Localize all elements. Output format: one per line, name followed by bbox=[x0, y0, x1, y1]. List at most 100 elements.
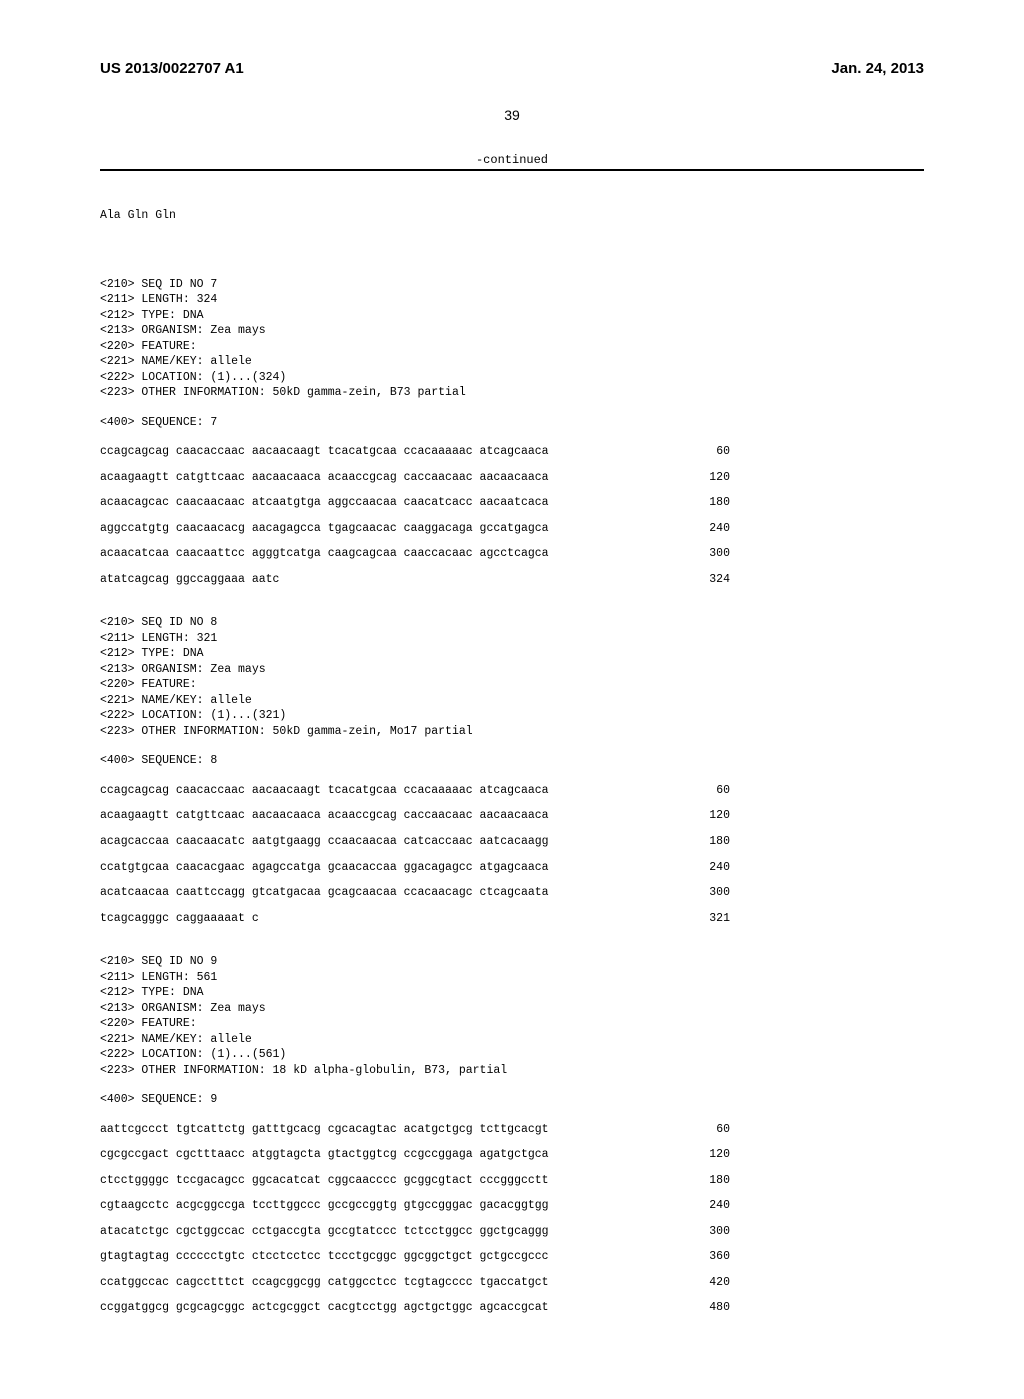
meta-line: <223> OTHER INFORMATION: 50kD gamma-zein… bbox=[100, 724, 924, 740]
sequence-row: atatcagcag ggccaggaaa aatc 324 bbox=[100, 572, 730, 588]
row-spacer bbox=[100, 1188, 924, 1198]
meta-line: <213> ORGANISM: Zea mays bbox=[100, 662, 924, 678]
row-spacer bbox=[100, 875, 924, 885]
sequence-row: ccatgtgcaa caacacgaac agagccatga gcaacac… bbox=[100, 860, 730, 876]
sequence-text: aattcgccct tgtcattctg gatttgcacg cgcacag… bbox=[100, 1122, 549, 1138]
meta-line: <221> NAME/KEY: allele bbox=[100, 1032, 924, 1048]
top-divider bbox=[100, 169, 924, 171]
row-spacer bbox=[100, 1290, 924, 1300]
meta-line: <223> OTHER INFORMATION: 18 kD alpha-glo… bbox=[100, 1063, 924, 1079]
sequence-text: acaagaagtt catgttcaac aacaacaaca acaaccg… bbox=[100, 808, 549, 824]
sequence-metadata: <210> SEQ ID NO 8<211> LENGTH: 321<212> … bbox=[100, 615, 924, 739]
sequence-block: <210> SEQ ID NO 9<211> LENGTH: 561<212> … bbox=[100, 954, 924, 1326]
position-number: 240 bbox=[690, 1198, 730, 1214]
publication-number: US 2013/0022707 A1 bbox=[100, 60, 244, 77]
sequence-row: cgtaagcctc acgcggccga tccttggccc gccgccg… bbox=[100, 1198, 730, 1214]
page-number: 39 bbox=[100, 107, 924, 123]
position-number: 180 bbox=[690, 834, 730, 850]
sequence-text: ccagcagcag caacaccaac aacaacaagt tcacatg… bbox=[100, 783, 549, 799]
sequence-row: atacatctgc cgctggccac cctgaccgta gccgtat… bbox=[100, 1224, 730, 1240]
sequence-metadata: <210> SEQ ID NO 7<211> LENGTH: 324<212> … bbox=[100, 277, 924, 401]
sequence-text: ccggatggcg gcgcagcggc actcgcggct cacgtcc… bbox=[100, 1300, 549, 1316]
sequence-text: cgtaagcctc acgcggccga tccttggccc gccgccg… bbox=[100, 1198, 549, 1214]
sequence-text: ccagcagcag caacaccaac aacaacaagt tcacatg… bbox=[100, 444, 549, 460]
meta-line: <221> NAME/KEY: allele bbox=[100, 354, 924, 370]
position-number: 480 bbox=[690, 1300, 730, 1316]
position-number: 60 bbox=[690, 444, 730, 460]
sequence-row: acaagaagtt catgttcaac aacaacaaca acaaccg… bbox=[100, 808, 730, 824]
row-spacer bbox=[100, 1137, 924, 1147]
sequence-text: acatcaacaa caattccagg gtcatgacaa gcagcaa… bbox=[100, 885, 549, 901]
position-number: 120 bbox=[690, 470, 730, 486]
meta-line: <210> SEQ ID NO 8 bbox=[100, 615, 924, 631]
row-spacer bbox=[100, 1163, 924, 1173]
sequence-row: acatcaacaa caattccagg gtcatgacaa gcagcaa… bbox=[100, 885, 730, 901]
sequence-row: acaacagcac caacaacaac atcaatgtga aggccaa… bbox=[100, 495, 730, 511]
row-spacer bbox=[100, 901, 924, 911]
position-number: 300 bbox=[690, 885, 730, 901]
sequence-row: acaacatcaa caacaattcc agggtcatga caagcag… bbox=[100, 546, 730, 562]
sequence-text: atacatctgc cgctggccac cctgaccgta gccgtat… bbox=[100, 1224, 549, 1240]
meta-line: <220> FEATURE: bbox=[100, 1016, 924, 1032]
meta-line: <212> TYPE: DNA bbox=[100, 985, 924, 1001]
sequence-text: acagcaccaa caacaacatc aatgtgaagg ccaacaa… bbox=[100, 834, 549, 850]
continued-label: -continued bbox=[100, 153, 924, 167]
meta-line: <220> FEATURE: bbox=[100, 339, 924, 355]
position-number: 60 bbox=[690, 783, 730, 799]
sequence-block: <210> SEQ ID NO 7<211> LENGTH: 324<212> … bbox=[100, 277, 924, 598]
sequence-text: cgcgccgact cgctttaacc atggtagcta gtactgg… bbox=[100, 1147, 549, 1163]
position-number: 120 bbox=[690, 1147, 730, 1163]
meta-line: <213> ORGANISM: Zea mays bbox=[100, 323, 924, 339]
meta-line: <211> LENGTH: 561 bbox=[100, 970, 924, 986]
meta-line: <211> LENGTH: 321 bbox=[100, 631, 924, 647]
row-spacer bbox=[100, 850, 924, 860]
sequence-row: acagcaccaa caacaacatc aatgtgaagg ccaacaa… bbox=[100, 834, 730, 850]
meta-line: <213> ORGANISM: Zea mays bbox=[100, 1001, 924, 1017]
meta-line: <212> TYPE: DNA bbox=[100, 308, 924, 324]
sequence-label: <400> SEQUENCE: 9 bbox=[100, 1092, 924, 1108]
patent-page: US 2013/0022707 A1 Jan. 24, 2013 39 -con… bbox=[0, 0, 1024, 1399]
meta-line: <211> LENGTH: 324 bbox=[100, 292, 924, 308]
sequence-row: acaagaagtt catgttcaac aacaacaaca acaaccg… bbox=[100, 470, 730, 486]
sequence-row: aggccatgtg caacaacacg aacagagcca tgagcaa… bbox=[100, 521, 730, 537]
meta-line: <221> NAME/KEY: allele bbox=[100, 693, 924, 709]
position-number: 324 bbox=[690, 572, 730, 588]
row-spacer bbox=[100, 798, 924, 808]
position-number: 180 bbox=[690, 495, 730, 511]
meta-line: <223> OTHER INFORMATION: 50kD gamma-zein… bbox=[100, 385, 924, 401]
sequence-block: <210> SEQ ID NO 8<211> LENGTH: 321<212> … bbox=[100, 615, 924, 936]
sequence-row: tcagcagggc caggaaaaat c321 bbox=[100, 911, 730, 927]
sequence-text: aggccatgtg caacaacacg aacagagcca tgagcaa… bbox=[100, 521, 549, 537]
position-number: 360 bbox=[690, 1249, 730, 1265]
sequence-text: ctcctggggc tccgacagcc ggcacatcat cggcaac… bbox=[100, 1173, 549, 1189]
sequence-row: ctcctggggc tccgacagcc ggcacatcat cggcaac… bbox=[100, 1173, 730, 1189]
row-spacer bbox=[100, 1316, 924, 1326]
row-spacer bbox=[100, 460, 924, 470]
sequence-row: aattcgccct tgtcattctg gatttgcacg cgcacag… bbox=[100, 1122, 730, 1138]
sequence-text: ccatggccac cagcctttct ccagcggcgg catggcc… bbox=[100, 1275, 549, 1291]
position-number: 180 bbox=[690, 1173, 730, 1189]
sequence-metadata: <210> SEQ ID NO 9<211> LENGTH: 561<212> … bbox=[100, 954, 924, 1078]
meta-line: <210> SEQ ID NO 7 bbox=[100, 277, 924, 293]
sequence-text: acaacatcaa caacaattcc agggtcatga caagcag… bbox=[100, 546, 549, 562]
sequence-text: acaagaagtt catgttcaac aacaacaaca acaaccg… bbox=[100, 470, 549, 486]
meta-line: <222> LOCATION: (1)...(324) bbox=[100, 370, 924, 386]
position-number: 321 bbox=[690, 911, 730, 927]
meta-line: <210> SEQ ID NO 9 bbox=[100, 954, 924, 970]
meta-line: <222> LOCATION: (1)...(321) bbox=[100, 708, 924, 724]
position-number: 300 bbox=[690, 1224, 730, 1240]
row-spacer bbox=[100, 1214, 924, 1224]
position-number: 420 bbox=[690, 1275, 730, 1291]
sequence-text: atatcagcag ggccaggaaa aatc bbox=[100, 572, 279, 588]
row-spacer bbox=[100, 926, 924, 936]
row-spacer bbox=[100, 562, 924, 572]
sequence-text: gtagtagtag cccccctgtc ctcctcctcc tccctgc… bbox=[100, 1249, 549, 1265]
row-spacer bbox=[100, 485, 924, 495]
residue-line: Ala Gln Gln bbox=[100, 208, 924, 224]
position-number: 60 bbox=[690, 1122, 730, 1138]
sequence-text: ccatgtgcaa caacacgaac agagccatga gcaacac… bbox=[100, 860, 549, 876]
position-number: 240 bbox=[690, 521, 730, 537]
page-header: US 2013/0022707 A1 Jan. 24, 2013 bbox=[100, 60, 924, 77]
sequence-row: ccagcagcag caacaccaac aacaacaagt tcacatg… bbox=[100, 783, 730, 799]
row-spacer bbox=[100, 511, 924, 521]
